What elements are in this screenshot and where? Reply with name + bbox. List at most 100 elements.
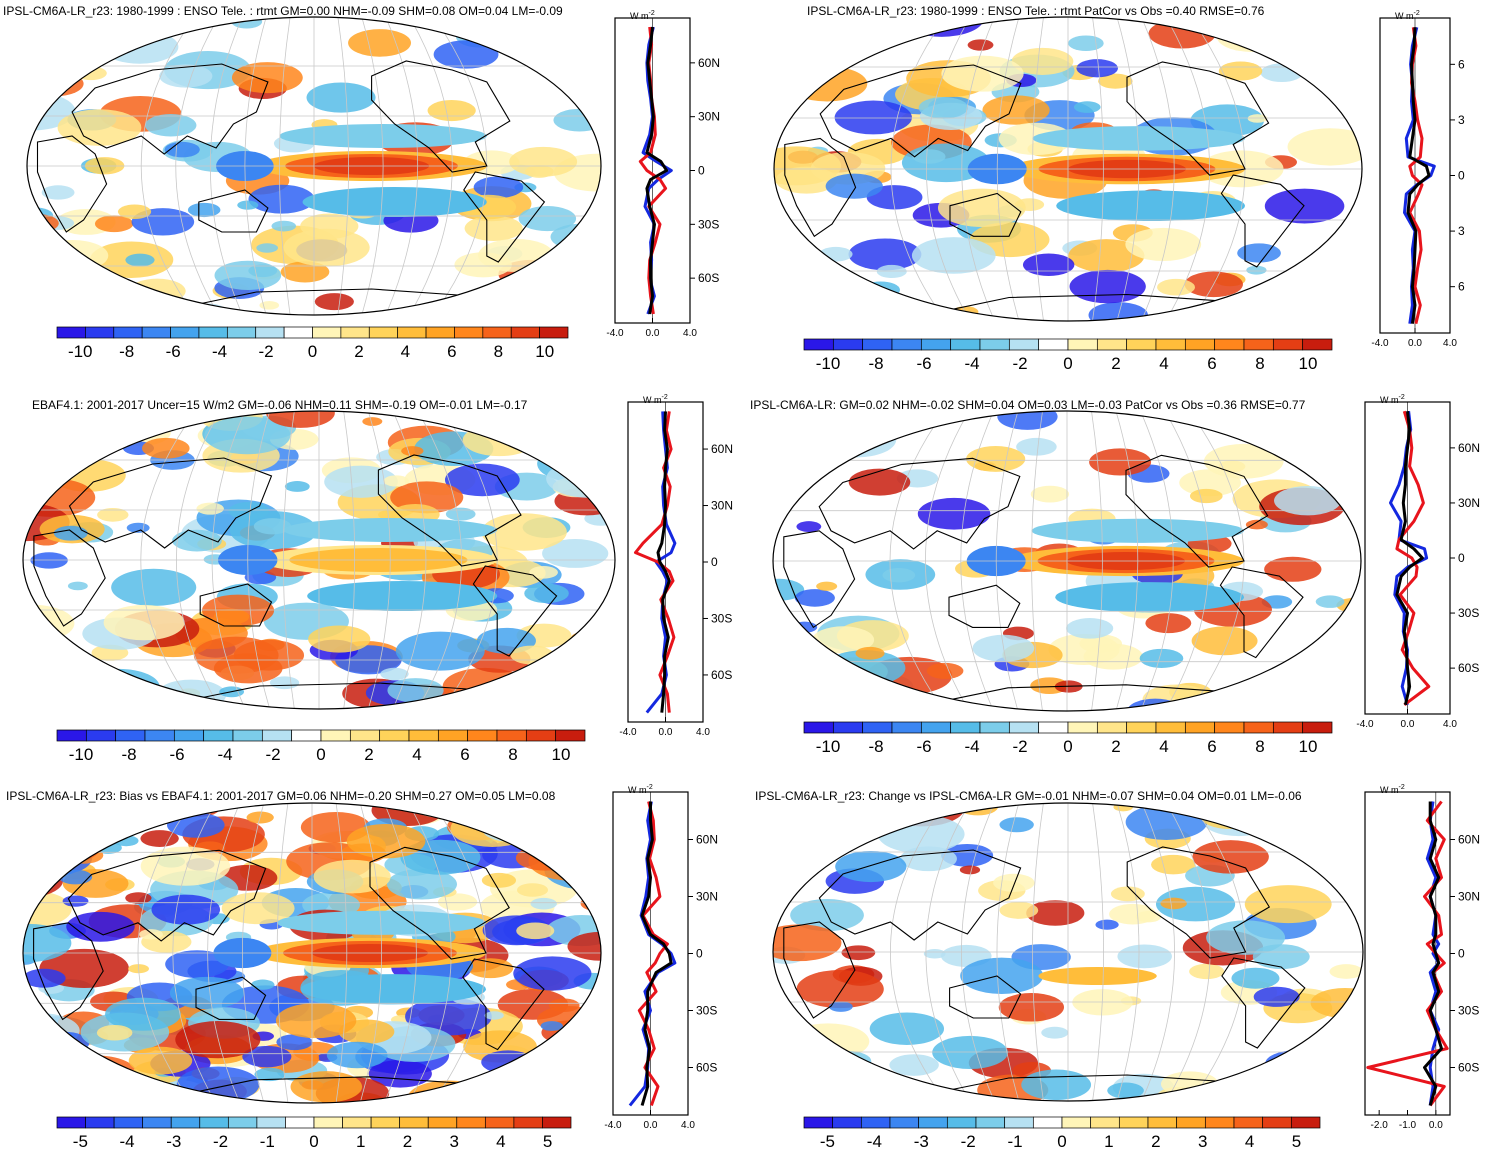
- colorbar-tick-label: -6: [169, 745, 184, 764]
- colorbar-tick-label: 5: [1292, 1132, 1301, 1151]
- y-tick-label: 60S: [1458, 661, 1479, 675]
- colorbar-swatch: [1096, 721, 1128, 734]
- colorbar-tick-label: 8: [494, 342, 503, 361]
- colorbar-swatch: [170, 326, 200, 339]
- colorbar-swatch: [113, 1116, 144, 1129]
- colorbar-tick-label: 3: [1198, 1132, 1207, 1151]
- colorbar-swatch: [539, 326, 569, 339]
- world-map: [26, 16, 602, 316]
- panel-4: IPSL-CM6A-LR: GM=0.02 NHM=-0.02 SHM=0.04…: [745, 390, 1489, 770]
- colorbar-tick-label: 6: [1207, 737, 1216, 756]
- colorbar-tick-label: 0: [1063, 737, 1072, 756]
- panel-title: IPSL-CM6A-LR: GM=0.02 NHM=-0.02 SHM=0.04…: [750, 398, 1306, 412]
- colorbar-swatch: [437, 729, 469, 742]
- colorbar-swatch: [1126, 721, 1157, 734]
- colorbar-tick-label: 4: [1159, 737, 1168, 756]
- colorbar-tick-label: 2: [354, 342, 363, 361]
- colorbar-tick-label: -4: [964, 354, 979, 373]
- colorbar-tick-label: 3: [449, 1132, 458, 1151]
- colorbar-swatch: [979, 338, 1010, 351]
- y-tick-label: 0: [698, 164, 705, 178]
- x-tick-label: -4.0: [1356, 719, 1374, 730]
- y-tick-label: 3: [1458, 224, 1465, 238]
- colorbar-swatch: [232, 729, 263, 742]
- colorbar-swatch: [920, 721, 952, 734]
- colorbar-tick-label: -2: [265, 745, 280, 764]
- colorbar-swatch: [203, 729, 234, 742]
- map-field: [23, 411, 615, 709]
- y-tick-label: 30N: [698, 110, 720, 124]
- unit-label: W m-2: [1395, 10, 1420, 21]
- colorbar-swatch: [555, 729, 586, 742]
- colorbar-swatch: [261, 729, 293, 742]
- y-tick-label: 60S: [698, 271, 719, 285]
- x-tick-label: 4.0: [1443, 719, 1457, 730]
- colorbar-swatch: [312, 326, 342, 339]
- colorbar-tick-label: 6: [1207, 354, 1216, 373]
- colorbar: -5 -4 -3 -2 -1 0 1 2 3 4 5: [56, 1116, 572, 1151]
- panel-title: IPSL-CM6A-LR_r23: Bias vs EBAF4.1: 2001-…: [6, 789, 556, 803]
- colorbar: -10 -8 -6 -4 -2 0 2 4 6 8 10: [803, 338, 1333, 373]
- colorbar-swatch: [198, 326, 228, 339]
- series-line-total: [1423, 801, 1443, 1106]
- colorbar-swatch: [1038, 338, 1069, 351]
- colorbar-swatch: [320, 729, 351, 742]
- colorbar-swatch: [368, 326, 399, 339]
- zonal-mean-plot: W m-2 -2.0 -1.0 0.0 60N 30N 0 30S 60S: [1364, 784, 1480, 1131]
- colorbar-tick-label: -6: [916, 737, 931, 756]
- colorbar: -10 -8 -6 -4 -2 0 2 4 6 8 10: [56, 326, 569, 361]
- colorbar-tick-label: -1: [1008, 1132, 1023, 1151]
- colorbar-swatch: [1243, 721, 1274, 734]
- colorbar-swatch: [170, 1116, 201, 1129]
- colorbar-swatch: [408, 729, 439, 742]
- colorbar-swatch: [85, 1116, 115, 1129]
- map-field: [23, 803, 601, 1103]
- colorbar-tick-label: 1: [356, 1132, 365, 1151]
- colorbar-tick-label: 0: [316, 745, 325, 764]
- colorbar-swatch: [1038, 721, 1069, 734]
- colorbar: -10 -8 -6 -4 -2 0 2 4 6 8 10: [56, 729, 586, 764]
- y-tick-label: 60S: [711, 668, 732, 682]
- world-map: [22, 802, 602, 1104]
- colorbar-swatch: [141, 326, 171, 339]
- colorbar-swatch: [56, 326, 86, 339]
- map-border: [26, 16, 602, 316]
- world-map: [22, 410, 616, 710]
- map-border: [773, 16, 1363, 322]
- x-tick-label: -4.0: [604, 1120, 622, 1131]
- colorbar-swatch: [950, 338, 981, 351]
- colorbar-tick-label: -2: [258, 342, 273, 361]
- colorbar-tick-label: -6: [916, 354, 931, 373]
- colorbar-tick-label: -6: [166, 342, 181, 361]
- zonal-mean-plot: W m-2 -4.0 0.0 4.0 60N 30N 0 30S 60S: [606, 10, 720, 339]
- y-tick-label: 30N: [1458, 496, 1480, 510]
- colorbar-tick-label: 0: [1057, 1132, 1066, 1151]
- map-field: [773, 803, 1363, 1101]
- colorbar-tick-label: 0: [308, 342, 317, 361]
- colorbar-tick-label: 8: [1255, 737, 1264, 756]
- colorbar-tick-label: -10: [69, 745, 94, 764]
- colorbar-swatch: [255, 326, 285, 339]
- panel-title: IPSL-CM6A-LR_r23: Change vs IPSL-CM6A-LR…: [755, 789, 1302, 803]
- x-tick-label: -2.0: [1371, 1120, 1389, 1131]
- colorbar-swatch: [1272, 721, 1304, 734]
- colorbar-tick-label: -10: [816, 354, 841, 373]
- colorbar-swatch: [513, 1116, 543, 1129]
- colorbar-tick-label: 4: [1245, 1132, 1254, 1151]
- colorbar-tick-label: 4: [1159, 354, 1168, 373]
- colorbar-swatch: [482, 326, 512, 339]
- y-tick-label: 60S: [696, 1061, 717, 1075]
- series-line-total: [1406, 27, 1431, 324]
- x-tick-label: 4.0: [683, 328, 697, 339]
- colorbar-swatch: [1147, 1116, 1178, 1129]
- colorbar-swatch: [1067, 338, 1098, 351]
- series-line-total: [640, 801, 673, 1106]
- colorbar-swatch: [1090, 1116, 1120, 1129]
- colorbar-tick-label: 0: [1063, 354, 1072, 373]
- colorbar-swatch: [1032, 1116, 1063, 1129]
- colorbar-swatch: [1176, 1116, 1206, 1129]
- colorbar-swatch: [425, 326, 455, 339]
- colorbar-swatch: [803, 721, 834, 734]
- colorbar-tick-label: 2: [1111, 737, 1120, 756]
- panel-title: EBAF4.1: 2001-2017 Uncer=15 W/m2 GM=-0.0…: [32, 398, 528, 412]
